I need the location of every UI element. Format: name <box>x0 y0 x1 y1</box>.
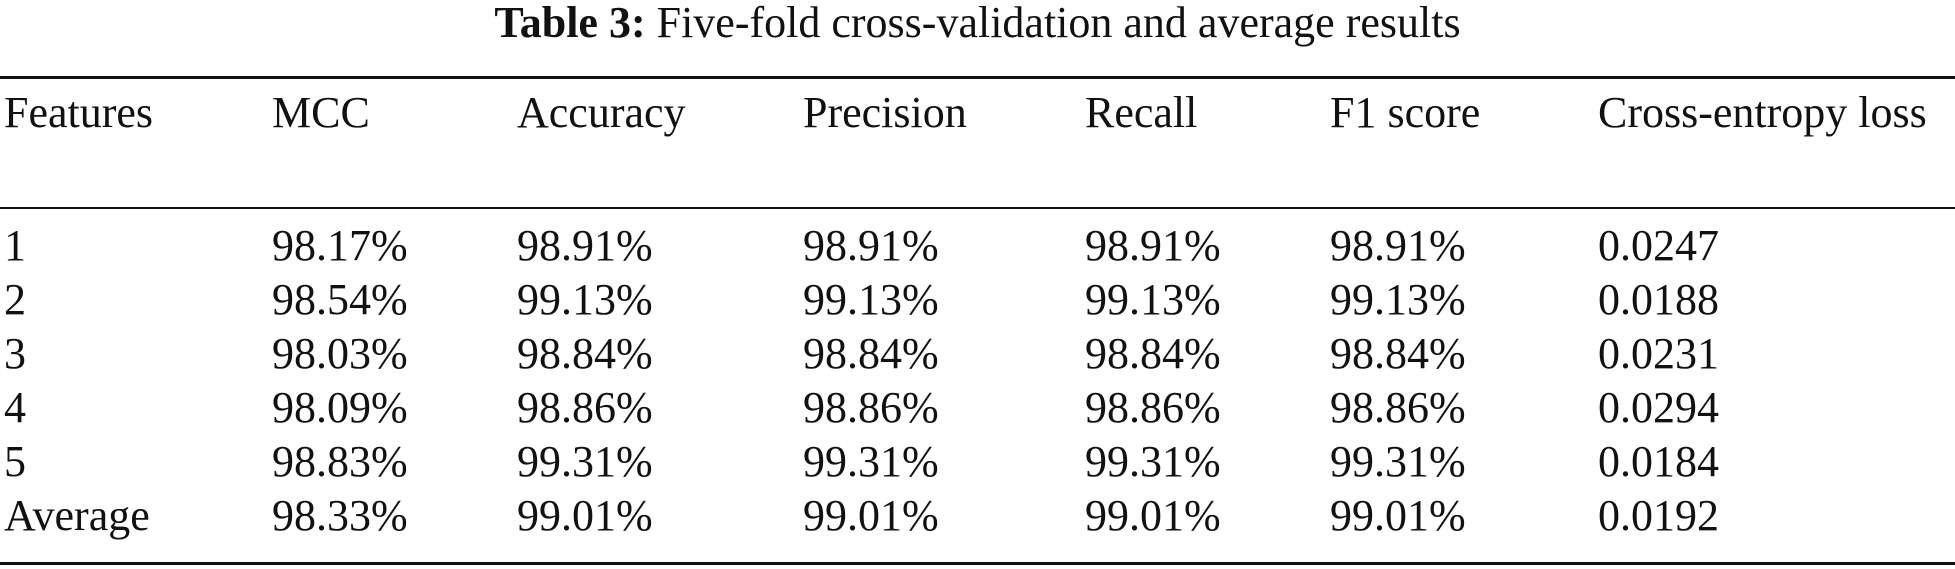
cell-features: Average <box>4 491 150 540</box>
cell-f1-score: 98.84% <box>1330 329 1466 378</box>
cell-f1-score: 99.01% <box>1330 491 1466 540</box>
cell-accuracy: 98.84% <box>517 329 653 378</box>
cell-precision: 98.84% <box>803 329 939 378</box>
cell-precision: 98.86% <box>803 383 939 432</box>
table-row: 4 98.09% 98.86% 98.86% 98.86% 98.86% 0.0… <box>0 381 1955 435</box>
cell-recall: 98.91% <box>1085 221 1221 270</box>
cell-f1-score: 98.91% <box>1330 221 1466 270</box>
table-bottom-rule <box>0 562 1955 565</box>
table-header-rule <box>0 207 1955 209</box>
cell-precision: 98.91% <box>803 221 939 270</box>
cell-cross-entropy-loss: 0.0184 <box>1598 437 1719 486</box>
results-table: Features MCC Accuracy Precision Recall F… <box>0 78 1955 543</box>
cell-mcc: 98.33% <box>272 491 408 540</box>
cell-accuracy: 99.31% <box>517 437 653 486</box>
table-row: 3 98.03% 98.84% 98.84% 98.84% 98.84% 0.0… <box>0 327 1955 381</box>
cell-cross-entropy-loss: 0.0294 <box>1598 383 1719 432</box>
cell-precision: 99.31% <box>803 437 939 486</box>
table-row-average: Average 98.33% 99.01% 99.01% 99.01% 99.0… <box>0 489 1955 543</box>
cell-features: 3 <box>4 329 26 378</box>
cell-cross-entropy-loss: 0.0192 <box>1598 491 1719 540</box>
cell-precision: 99.01% <box>803 491 939 540</box>
cell-accuracy: 98.91% <box>517 221 653 270</box>
table-caption: Table 3: Five-fold cross-validation and … <box>0 0 1955 46</box>
column-header-mcc: MCC <box>272 88 370 137</box>
cell-recall: 98.84% <box>1085 329 1221 378</box>
cell-mcc: 98.54% <box>272 275 408 324</box>
column-header-precision: Precision <box>803 88 967 137</box>
cell-accuracy: 98.86% <box>517 383 653 432</box>
cell-f1-score: 98.86% <box>1330 383 1466 432</box>
cell-features: 4 <box>4 383 26 432</box>
cell-accuracy: 99.01% <box>517 491 653 540</box>
cell-features: 1 <box>4 221 26 270</box>
cell-cross-entropy-loss: 0.0247 <box>1598 221 1719 270</box>
cell-mcc: 98.09% <box>272 383 408 432</box>
cell-recall: 99.01% <box>1085 491 1221 540</box>
column-header-cross-entropy-loss: Cross-entropy loss <box>1598 88 1927 137</box>
table-caption-text: Five-fold cross-validation and average r… <box>656 0 1461 47</box>
cell-cross-entropy-loss: 0.0231 <box>1598 329 1719 378</box>
cell-f1-score: 99.31% <box>1330 437 1466 486</box>
cell-mcc: 98.83% <box>272 437 408 486</box>
cell-f1-score: 99.13% <box>1330 275 1466 324</box>
table-header-row: Features MCC Accuracy Precision Recall F… <box>0 78 1955 199</box>
cell-recall: 99.13% <box>1085 275 1221 324</box>
table-top-rule <box>0 76 1955 79</box>
table-row: 1 98.17% 98.91% 98.91% 98.91% 98.91% 0.0… <box>0 199 1955 273</box>
column-header-features: Features <box>4 88 154 137</box>
cell-features: 5 <box>4 437 26 486</box>
table-row: 5 98.83% 99.31% 99.31% 99.31% 99.31% 0.0… <box>0 435 1955 489</box>
cell-accuracy: 99.13% <box>517 275 653 324</box>
cell-mcc: 98.17% <box>272 221 408 270</box>
cell-recall: 98.86% <box>1085 383 1221 432</box>
column-header-f1-score: F1 score <box>1330 88 1481 137</box>
cell-mcc: 98.03% <box>272 329 408 378</box>
table-caption-label: Table 3: <box>494 0 646 47</box>
cell-features: 2 <box>4 275 26 324</box>
column-header-recall: Recall <box>1085 88 1198 137</box>
column-header-accuracy: Accuracy <box>517 88 686 137</box>
cell-precision: 99.13% <box>803 275 939 324</box>
cell-cross-entropy-loss: 0.0188 <box>1598 275 1719 324</box>
table-row: 2 98.54% 99.13% 99.13% 99.13% 99.13% 0.0… <box>0 273 1955 327</box>
cell-recall: 99.31% <box>1085 437 1221 486</box>
